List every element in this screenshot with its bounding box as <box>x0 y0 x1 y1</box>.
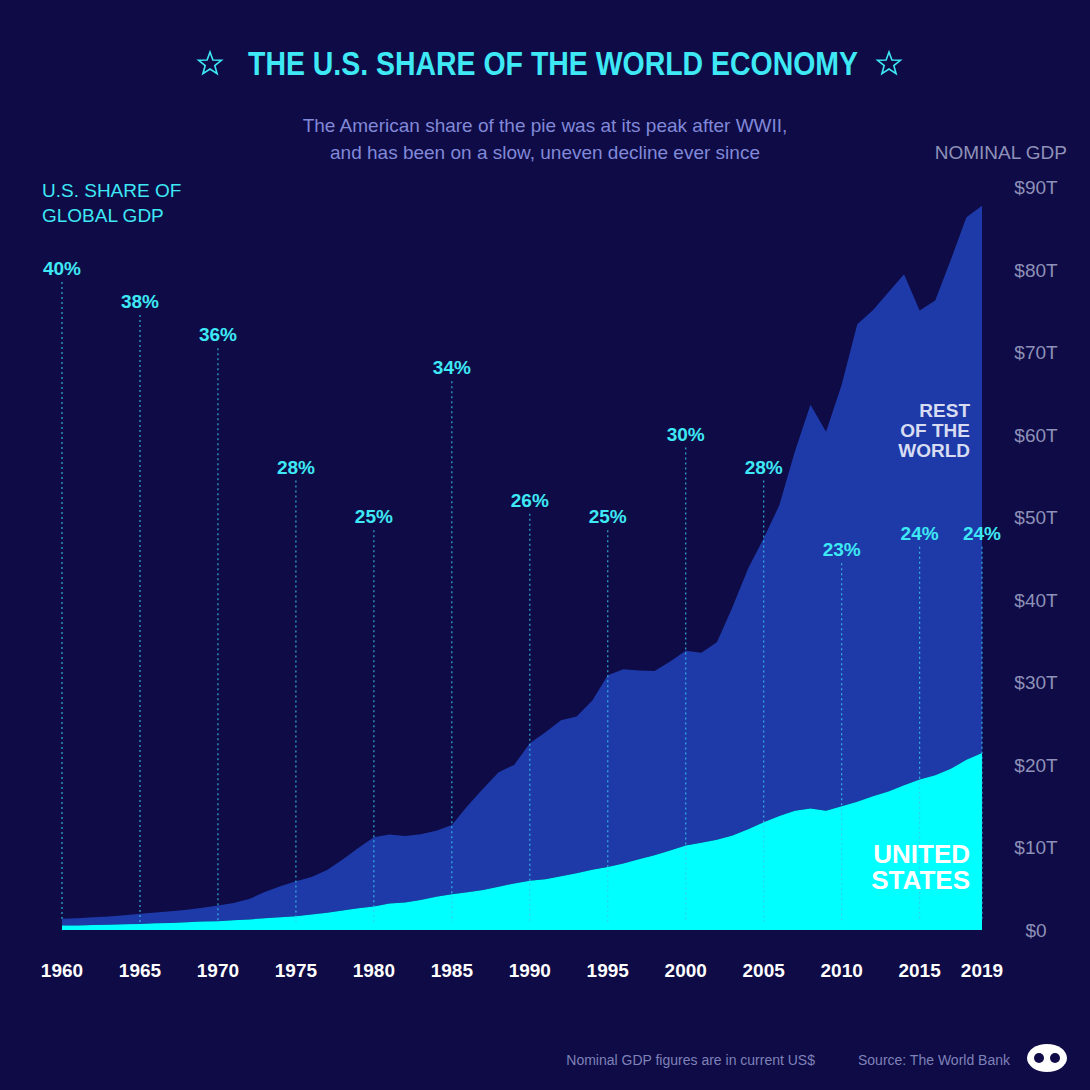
annotation-line <box>61 282 62 922</box>
annotation-label: 26% <box>511 490 549 511</box>
annotation-label: 34% <box>433 357 471 378</box>
x-tick-label: 2015 <box>898 960 941 981</box>
background <box>0 0 1090 1090</box>
y-tick-label: $70T <box>1014 342 1058 363</box>
chart: THE U.S. SHARE OF THE WORLD ECONOMY The A… <box>0 0 1090 1090</box>
x-tick-label: 1995 <box>587 960 630 981</box>
subtitle: and has been on a slow, uneven decline e… <box>330 142 760 163</box>
x-tick-label: 1990 <box>509 960 551 981</box>
annotation-line <box>607 530 608 922</box>
annotation-label: 40% <box>43 258 81 279</box>
x-tick-label: 1985 <box>431 960 474 981</box>
annotation-label: 36% <box>199 324 237 345</box>
title: THE U.S. SHARE OF THE WORLD ECONOMY <box>248 44 858 82</box>
y-tick-label: $10T <box>1014 837 1058 858</box>
series-label: RESTOF THEWORLD <box>898 400 970 461</box>
annotation-line <box>217 348 218 922</box>
series-label-line: WORLD <box>898 440 970 461</box>
logo <box>1027 1044 1067 1072</box>
annotation-line <box>841 563 842 922</box>
plot-area <box>62 206 982 930</box>
x-tick-label: 1980 <box>353 960 395 981</box>
annotation-label: 28% <box>745 457 783 478</box>
series-label-line: STATES <box>871 865 970 895</box>
series-label: UNITEDSTATES <box>871 839 970 895</box>
annotation-line <box>763 481 764 922</box>
x-tick-label: 1960 <box>41 960 83 981</box>
series-label-line: REST <box>919 400 970 421</box>
x-tick-label: 2000 <box>665 960 707 981</box>
annotation-label: 24% <box>901 523 939 544</box>
y-tick-label: $40T <box>1014 590 1058 611</box>
annotation-label: 23% <box>823 539 861 560</box>
share-label: U.S. SHARE OF <box>42 180 181 201</box>
annotation-line <box>139 315 140 922</box>
annotation-line <box>373 530 374 922</box>
subtitle: The American share of the pie was at its… <box>303 115 788 136</box>
annotation-label: 25% <box>355 506 393 527</box>
y-tick-label: $60T <box>1014 425 1058 446</box>
annotation-line <box>981 547 982 922</box>
y-tick-label: $80T <box>1014 260 1058 281</box>
x-tick-label: 2010 <box>821 960 863 981</box>
series-label-line: OF THE <box>900 420 970 441</box>
share-label: GLOBAL GDP <box>42 205 164 226</box>
y-tick-label: $0 <box>1025 920 1046 941</box>
x-tick-label: 2019 <box>961 960 1003 981</box>
title-star <box>199 52 222 74</box>
annotation-line <box>295 481 296 922</box>
annotation-label: 38% <box>121 291 159 312</box>
footnote: Nominal GDP figures are in current US$ <box>566 1052 815 1068</box>
annotation-line <box>685 448 686 923</box>
y-tick-label: $90T <box>1014 177 1058 198</box>
y-tick-label: $20T <box>1014 755 1058 776</box>
x-tick-label: 1965 <box>119 960 162 981</box>
area <box>62 753 982 930</box>
annotation-label: 30% <box>667 424 705 445</box>
annotation-line <box>451 381 452 922</box>
annotation-label: 25% <box>589 506 627 527</box>
y-axis-label: NOMINAL GDP <box>935 142 1067 163</box>
annotation-label: 24% <box>963 523 1001 544</box>
x-tick-label: 1975 <box>275 960 318 981</box>
x-tick-label: 2005 <box>743 960 786 981</box>
annotation-line <box>529 514 530 922</box>
y-tick-label: $50T <box>1014 507 1058 528</box>
x-tick-label: 1970 <box>197 960 239 981</box>
y-tick-label: $30T <box>1014 672 1058 693</box>
source: Source: The World Bank <box>858 1052 1011 1068</box>
title-star <box>878 52 901 74</box>
annotation-label: 28% <box>277 457 315 478</box>
